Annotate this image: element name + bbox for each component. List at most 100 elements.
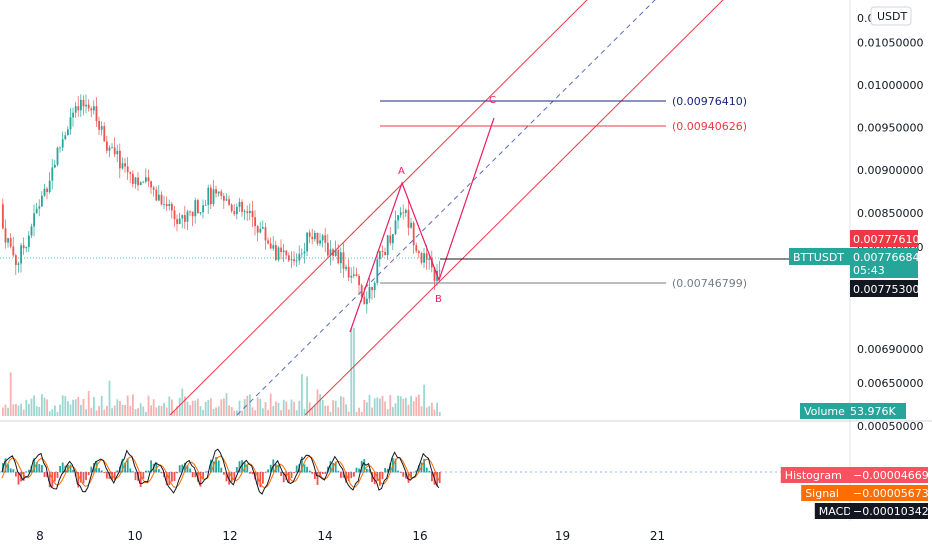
macd-histogram-bar bbox=[397, 470, 399, 473]
candle-body bbox=[319, 240, 321, 244]
candle-body bbox=[72, 112, 74, 118]
macd-histogram-bar bbox=[61, 462, 64, 473]
macd-histogram-bar bbox=[17, 472, 20, 485]
volume-bar bbox=[415, 396, 418, 416]
candle-body bbox=[381, 251, 384, 252]
volume-bar bbox=[163, 402, 165, 416]
volume-bar bbox=[215, 407, 217, 416]
price-axis[interactable]: 0.01050000 0.01000000 0.00950000 0.00900000… bbox=[857, 12, 923, 433]
volume-bar bbox=[64, 396, 67, 416]
currency-badge[interactable]: USDT bbox=[877, 10, 908, 23]
candle-body bbox=[397, 215, 399, 221]
volume-bar bbox=[207, 400, 210, 416]
candle-body bbox=[259, 228, 262, 233]
candle-body bbox=[59, 147, 61, 149]
volume-bar bbox=[217, 406, 220, 416]
candle-body bbox=[119, 150, 121, 169]
volume-bar bbox=[77, 397, 80, 416]
candle-body bbox=[230, 204, 233, 212]
channel-upper-line[interactable] bbox=[169, 0, 592, 416]
candle-body bbox=[202, 205, 204, 213]
channel-lower-line[interactable] bbox=[304, 0, 728, 416]
volume-bar bbox=[277, 402, 280, 416]
candle-body bbox=[215, 189, 217, 194]
volume-tag-value: 53.976K bbox=[850, 405, 896, 418]
macd-histogram-bar bbox=[145, 470, 147, 473]
candle-body bbox=[363, 296, 366, 305]
black-price-tag-box bbox=[850, 280, 918, 297]
wave-path[interactable] bbox=[349, 117, 495, 333]
candle-body bbox=[347, 266, 350, 278]
volume-bar bbox=[87, 391, 90, 416]
volume-bar bbox=[223, 398, 225, 416]
candle-body bbox=[285, 250, 288, 256]
volume-bar bbox=[329, 411, 332, 416]
candle-body bbox=[345, 266, 347, 269]
volume-bar bbox=[267, 409, 269, 416]
volume-bar bbox=[431, 402, 433, 416]
volume-bar bbox=[30, 398, 33, 416]
volume-bar bbox=[420, 406, 423, 416]
candle-body bbox=[108, 147, 111, 151]
candle-body bbox=[269, 243, 272, 249]
candle-body bbox=[7, 238, 9, 243]
currency-badge-box[interactable] bbox=[870, 6, 912, 26]
volume-bar bbox=[124, 405, 126, 416]
candle-body bbox=[407, 209, 410, 228]
candle-body bbox=[152, 187, 155, 190]
candle-body bbox=[80, 99, 82, 111]
macd-histogram-bar bbox=[329, 461, 332, 473]
volume-bar bbox=[178, 397, 181, 416]
candle-body bbox=[321, 235, 324, 241]
macd-histogram-bar bbox=[176, 472, 178, 474]
macd-histogram-bar bbox=[121, 458, 124, 473]
volume-bar bbox=[436, 402, 438, 416]
macd-histogram-bar bbox=[132, 471, 134, 473]
macd-histogram-bar bbox=[415, 470, 418, 473]
volume-bar bbox=[61, 395, 64, 416]
macd-histogram-bar bbox=[402, 472, 405, 477]
macd-histogram-bar bbox=[87, 472, 90, 476]
volume-bar bbox=[202, 409, 204, 416]
volume-bar bbox=[347, 411, 350, 416]
volume-bar bbox=[56, 411, 59, 416]
candle-body bbox=[249, 210, 251, 214]
volume-bar bbox=[74, 399, 77, 416]
candle-body bbox=[173, 210, 176, 220]
volume-bar bbox=[381, 395, 384, 416]
macd-histogram-bar bbox=[256, 472, 259, 485]
volume-bar bbox=[189, 405, 191, 416]
price-tick-label: 0.00850000 bbox=[857, 207, 923, 220]
indicator-tag-value-box bbox=[850, 467, 928, 483]
macd-histogram-bar bbox=[290, 472, 293, 479]
macd-histogram-bar bbox=[264, 472, 267, 473]
candle-body bbox=[233, 211, 236, 215]
chart-drawings[interactable] bbox=[0, 0, 790, 416]
macd-histogram-bar bbox=[386, 468, 389, 473]
macd-histogram-bar bbox=[412, 471, 415, 473]
channel-median-line[interactable] bbox=[236, 0, 660, 416]
macd-histogram-bar bbox=[280, 472, 282, 476]
wave-label-a: A bbox=[398, 166, 405, 177]
macd-histogram-bar bbox=[228, 472, 230, 485]
volume-bar bbox=[121, 404, 124, 416]
macd-histogram-bar bbox=[373, 472, 376, 485]
level-label-b: (0.00746799) bbox=[672, 277, 747, 290]
candle-body bbox=[303, 251, 306, 254]
volume-bar bbox=[340, 396, 342, 416]
candle-body bbox=[35, 208, 38, 214]
candle-body bbox=[43, 188, 46, 196]
macd-histogram-bar bbox=[41, 465, 43, 473]
candle-body bbox=[165, 204, 168, 207]
time-axis[interactable]: 8 10 12 14 16 19 21 bbox=[36, 529, 665, 543]
candle-body bbox=[116, 150, 119, 155]
candle-body bbox=[98, 121, 100, 130]
macd-histogram-bar bbox=[394, 458, 397, 473]
candle-body bbox=[238, 201, 241, 207]
macd-histogram-bar bbox=[334, 461, 337, 473]
candle-body bbox=[264, 227, 267, 241]
macd-histogram-bar bbox=[399, 472, 402, 473]
volume-bars bbox=[2, 328, 441, 416]
time-tick-label: 8 bbox=[36, 529, 44, 543]
